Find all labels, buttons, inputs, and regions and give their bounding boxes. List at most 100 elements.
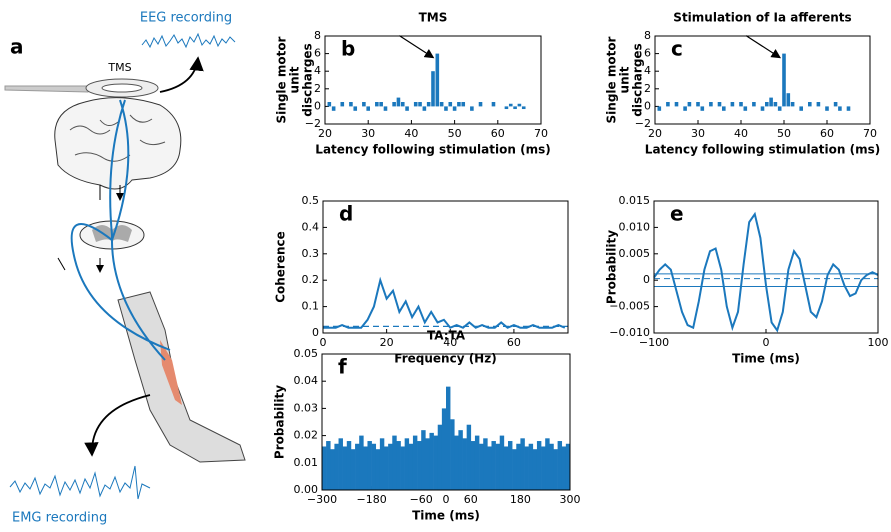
brain-folds <box>69 114 166 162</box>
annotation-arrow <box>398 35 435 59</box>
bar <box>700 106 705 111</box>
x-axis-label: Frequency (Hz) <box>394 352 496 366</box>
histogram-bar <box>400 446 405 490</box>
x-tick-label: 40 <box>443 336 457 349</box>
bar <box>327 102 332 107</box>
bar <box>816 102 821 107</box>
histogram-bar <box>553 449 558 490</box>
y-tick-label: 0 <box>644 99 651 112</box>
bar <box>722 106 726 111</box>
illustration: a EEG recording TMS EMG recording <box>4 11 246 526</box>
x-tick-label: 50 <box>448 127 462 140</box>
histogram-bar <box>371 443 377 490</box>
bar <box>833 102 838 107</box>
bar <box>418 102 422 107</box>
y-tick-label: 4 <box>314 64 321 77</box>
bar <box>448 102 453 107</box>
panel-letter: d <box>339 202 353 226</box>
y-tick-label: 0 <box>312 326 319 339</box>
y-tick-label: 8 <box>314 29 321 42</box>
x-tick-label: 0 <box>320 336 327 349</box>
bar <box>431 71 435 107</box>
y-tick-label: 6 <box>644 47 651 60</box>
bar <box>808 102 812 107</box>
bar <box>491 102 496 107</box>
histogram-bar <box>474 435 480 490</box>
bar <box>461 102 466 107</box>
histogram-bar <box>392 435 397 490</box>
bar <box>752 102 756 107</box>
bar <box>353 106 358 111</box>
bar <box>517 103 522 107</box>
histogram-bar <box>322 446 327 490</box>
axes-frame <box>654 35 871 125</box>
y-tick-label: 8 <box>644 29 651 42</box>
muscle <box>160 340 182 405</box>
histogram-bar <box>454 435 459 490</box>
bar <box>838 106 842 111</box>
x-tick-label: 100 <box>868 336 889 349</box>
bar <box>435 53 440 107</box>
coil-inner <box>101 83 143 93</box>
histogram-bar <box>421 430 426 490</box>
bar <box>777 106 782 111</box>
bar <box>765 102 769 107</box>
y-axis-label: Single motor unit discharges <box>274 36 315 124</box>
x-tick-label: −180 <box>356 493 386 506</box>
bar <box>340 102 345 107</box>
histogram-bar <box>462 438 467 490</box>
x-tick-label: 60 <box>507 336 521 349</box>
y-tick-label: 4 <box>644 64 651 77</box>
bar <box>760 106 765 111</box>
y-tick-label: 0.05 <box>294 347 319 360</box>
eeg-arrow <box>159 56 204 93</box>
x-tick-label: 20 <box>380 336 394 349</box>
y-axis-label: Single motor unit discharges <box>604 36 645 124</box>
y-tick-label: 6 <box>314 47 321 60</box>
bar <box>743 106 748 111</box>
bar <box>392 102 396 107</box>
histogram-bar <box>375 449 381 490</box>
histogram-bar <box>342 446 348 490</box>
chart-title: Stimulation of Ia afferents <box>673 11 851 25</box>
x-axis-label: Time (ms) <box>732 352 800 366</box>
histogram-bar <box>557 441 563 490</box>
bar <box>478 102 483 107</box>
chart-title: TA:TA <box>427 329 466 343</box>
histogram-bar <box>355 443 360 490</box>
y-tick-label: 0.005 <box>619 247 651 260</box>
bar <box>709 102 713 107</box>
x-tick-label: −300 <box>307 493 337 506</box>
bar <box>739 102 743 107</box>
y-tick-label: −0.005 <box>609 300 650 313</box>
x-tick-label: 20 <box>648 127 662 140</box>
x-tick-label: 20 <box>318 127 332 140</box>
histogram-bar <box>470 441 476 490</box>
y-tick-label: 0 <box>314 99 321 112</box>
histogram-bar <box>437 424 443 490</box>
emg-trace <box>9 465 151 500</box>
histogram-bar <box>541 446 546 490</box>
annotation-arrow <box>745 35 782 59</box>
histogram-bar <box>396 441 401 490</box>
bar <box>366 106 370 111</box>
bar <box>396 97 401 107</box>
y-tick-label: 0 <box>643 273 650 286</box>
histogram-bar <box>441 408 447 490</box>
bar <box>504 106 509 110</box>
axes-frame <box>321 353 571 491</box>
tms-label: TMS <box>107 61 131 74</box>
histogram-bar <box>545 438 550 490</box>
emg-arrow <box>84 394 151 457</box>
bar <box>683 106 687 111</box>
bar <box>457 102 461 107</box>
emg-label: EMG recording <box>12 511 107 526</box>
panel-letter: b <box>341 37 355 61</box>
bar <box>383 106 388 111</box>
bar <box>521 106 526 110</box>
histogram-bar <box>491 441 496 490</box>
bar <box>846 106 851 111</box>
histogram-bar <box>379 438 385 490</box>
histogram-bar <box>450 419 455 490</box>
bar <box>444 106 448 111</box>
